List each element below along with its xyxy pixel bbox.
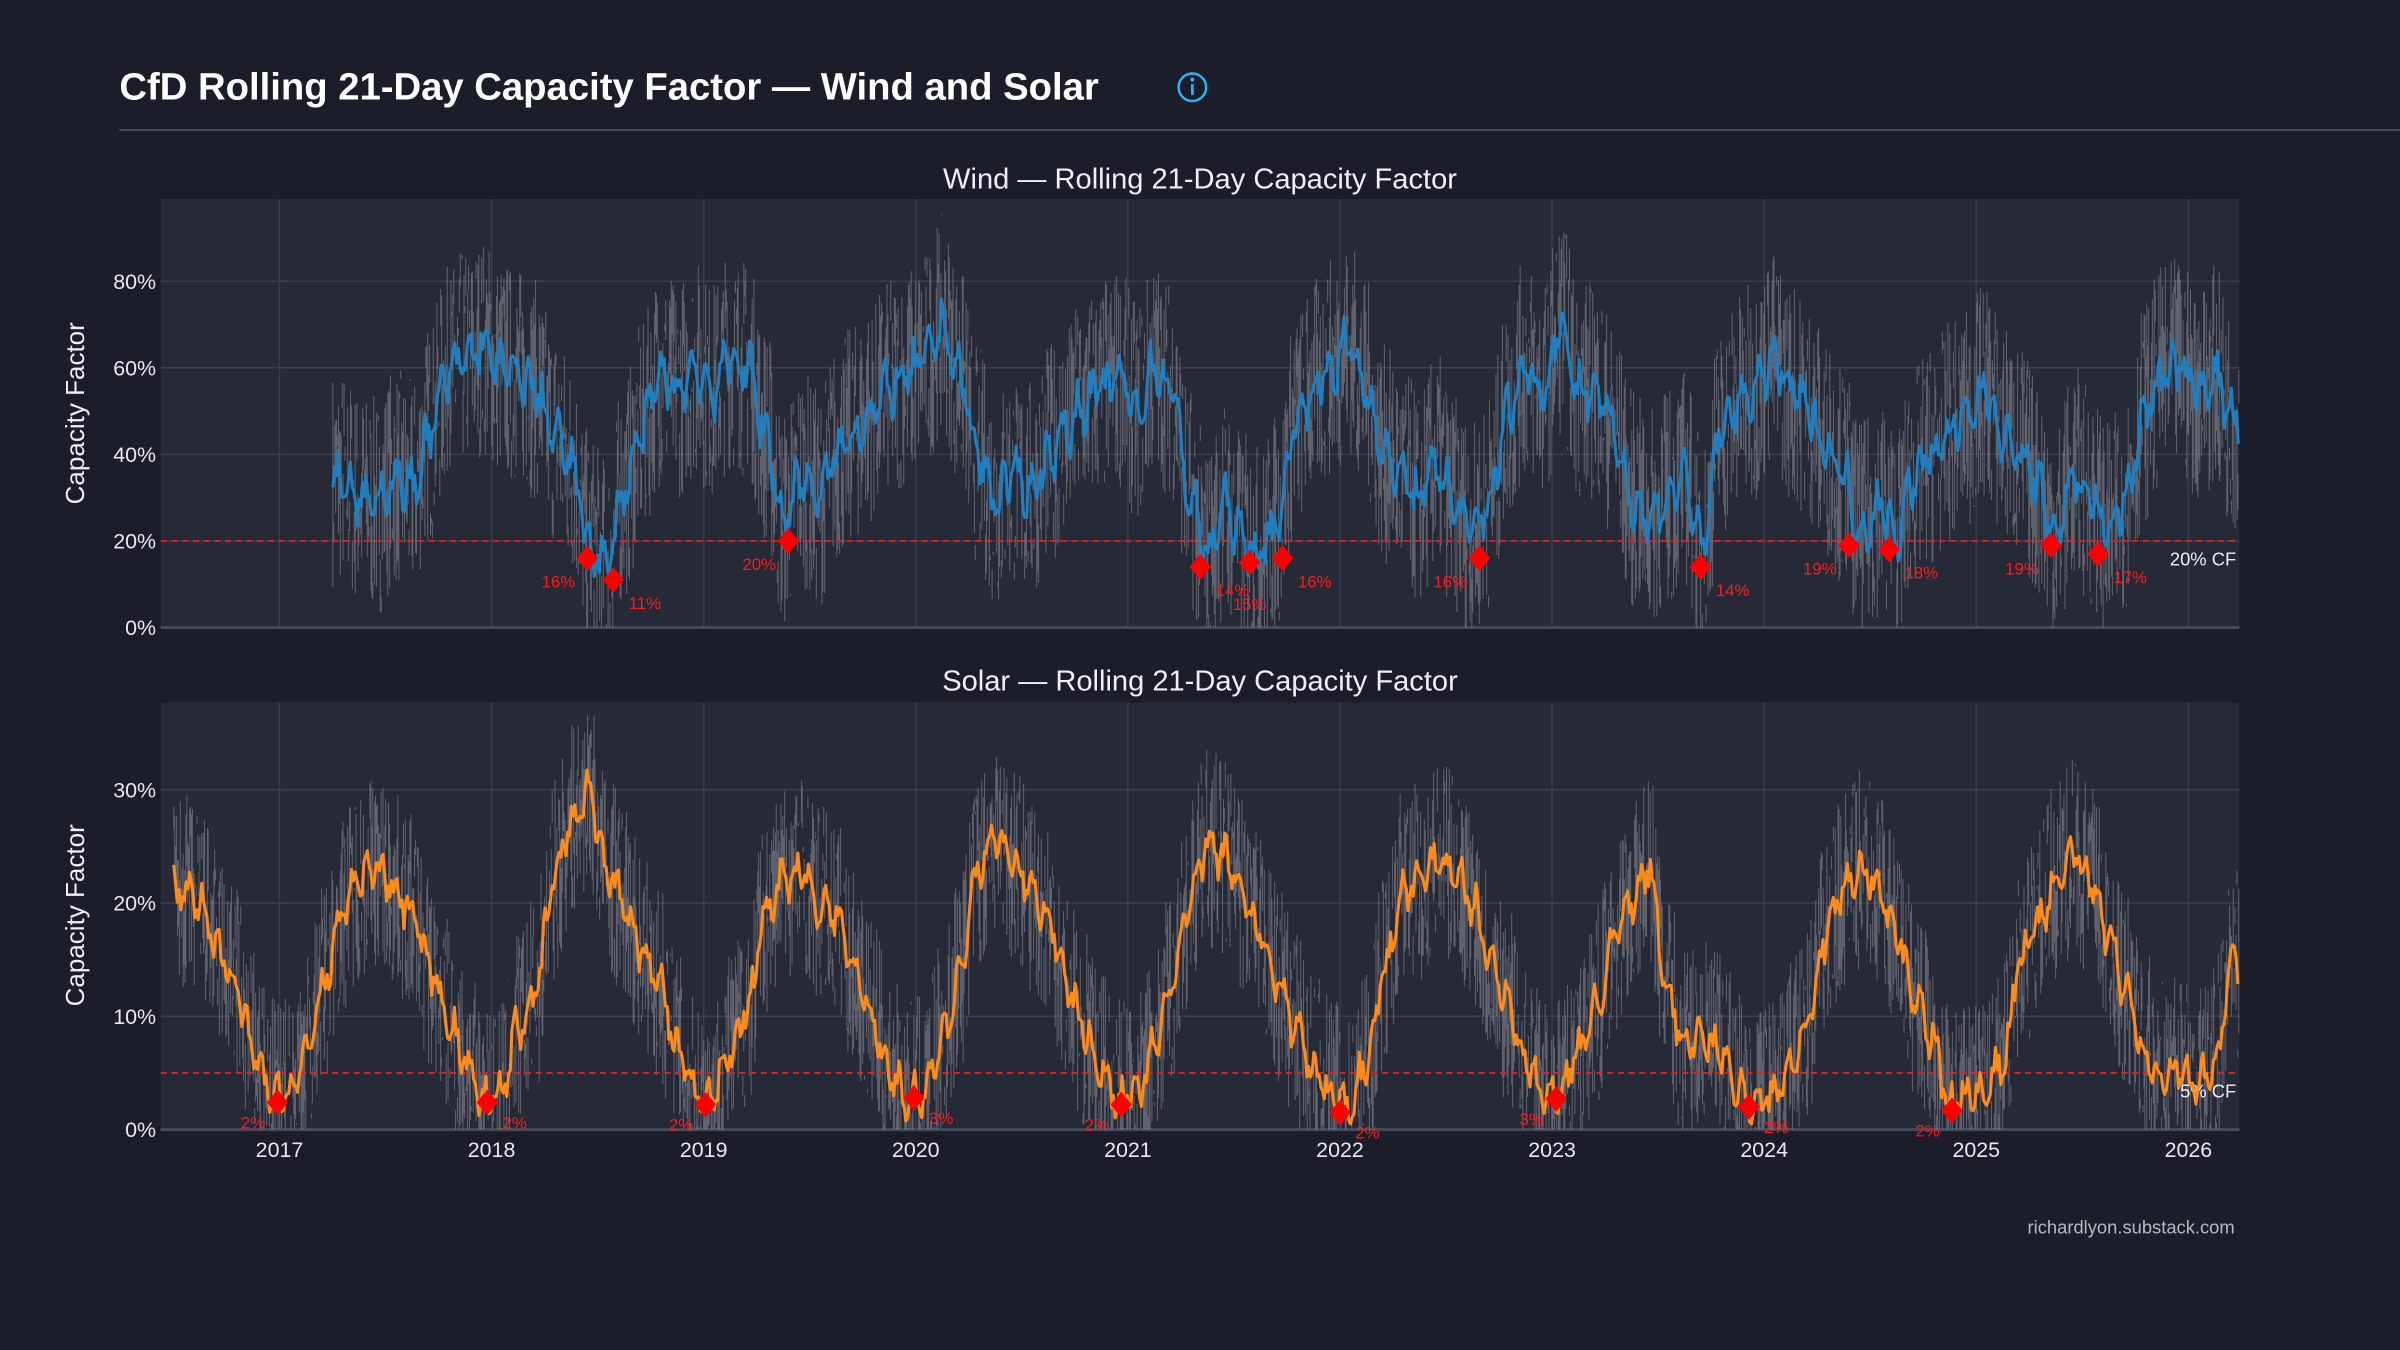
- page-title: CfD Rolling 21-Day Capacity Factor — Win…: [119, 65, 1099, 108]
- info-circle-icon[interactable]: [1177, 72, 1208, 103]
- solar-x-tick-label: 2021: [1104, 1138, 1152, 1162]
- solar-minimum-marker: [903, 1085, 925, 1111]
- wind-y-axis-label: Capacity Factor: [60, 322, 90, 505]
- wind-y-tick-label: 20%: [113, 530, 156, 554]
- solar-x-tick-label: 2017: [256, 1138, 304, 1162]
- wind-minimum-marker: [1189, 554, 1212, 580]
- solar-rolling-line: [172, 768, 2240, 1126]
- solar-x-tick-label: 2025: [1952, 1138, 2000, 1162]
- wind-minimum-label: 19%: [1803, 559, 1837, 578]
- wind-minimum-marker: [1838, 532, 1860, 559]
- solar-y-tick-label: 10%: [113, 1005, 156, 1029]
- wind-minimum-label: 20%: [742, 555, 776, 574]
- solar-minimum-label: 2%: [1355, 1124, 1379, 1143]
- wind-y-tick-label: 80%: [113, 270, 156, 294]
- wind-threshold-label: 20% CF: [2170, 548, 2236, 569]
- solar-minimum-label: 3%: [1520, 1110, 1544, 1129]
- solar-minimum-label: 2%: [241, 1113, 265, 1132]
- wind-y-tick-label: 60%: [113, 356, 156, 380]
- wind-minimum-label: 11%: [629, 594, 661, 613]
- wind-minimum-label: 16%: [542, 572, 576, 591]
- solar-minimum-label: 3%: [929, 1109, 953, 1128]
- solar-y-tick-label: 0%: [125, 1118, 156, 1142]
- solar-x-tick-label: 2023: [1528, 1138, 1576, 1162]
- wind-minimum-marker: [2040, 532, 2062, 559]
- solar-y-tick-label: 20%: [113, 892, 156, 916]
- wind-minimum-marker: [602, 567, 625, 593]
- solar-minimum-marker: [476, 1089, 498, 1116]
- solar-minimum-marker: [266, 1089, 289, 1116]
- wind-minimum-label: 14%: [1216, 581, 1250, 600]
- wind-minimum-marker: [1238, 549, 1261, 576]
- solar-x-tick-label: 2018: [468, 1138, 516, 1162]
- wind-minimum-marker: [576, 545, 599, 572]
- wind-minimum-marker: [2087, 541, 2109, 567]
- wind-minimum-marker: [1689, 554, 1712, 580]
- solar-minimum-label: 2%: [1085, 1116, 1109, 1135]
- wind-minimum-marker: [1878, 536, 1900, 563]
- solar-minimum-label: 2%: [1915, 1121, 1939, 1140]
- wind-minimum-marker: [1468, 545, 1491, 572]
- solar-y-tick-label: 30%: [113, 778, 156, 802]
- solar-minimum-marker: [694, 1091, 717, 1118]
- solar-plot: 0%10%20%30%5% CF2% 2% 2% 3% 2% 2%3% 2% 2%2017 20…: [113, 702, 2240, 1162]
- wind-minimum-marker: [1271, 545, 1294, 572]
- solar-x-tick-label: 2020: [892, 1138, 940, 1162]
- solar-minimum-marker: [1738, 1094, 1760, 1120]
- solar-daily-series: [173, 715, 2240, 1130]
- wind-y-tick-label: 0%: [125, 616, 156, 640]
- solar-minimum-marker: [1941, 1097, 1963, 1124]
- solar-minimum-label: 2%: [1764, 1118, 1788, 1137]
- wind-minimum-label: 16%: [1433, 572, 1467, 591]
- wind-y-tick-label: 40%: [113, 443, 156, 467]
- wind-minimum-label: 17%: [2113, 568, 2147, 587]
- footer-credit: richardlyon.substack.com: [2028, 1217, 2235, 1238]
- wind-minimum-label: 14%: [1716, 581, 1750, 600]
- solar-x-tick-label: 2024: [1740, 1138, 1788, 1162]
- wind-rolling-line: [331, 297, 2240, 578]
- solar-minimum-marker: [1545, 1086, 1567, 1112]
- wind-minimum-label: 16%: [1298, 572, 1332, 591]
- solar-minimum-label: 2%: [669, 1116, 693, 1135]
- solar-x-tick-label: 2019: [680, 1138, 728, 1162]
- solar-minimum-marker: [1329, 1099, 1351, 1126]
- solar-minimum-marker: [1110, 1091, 1132, 1118]
- solar-chart-title: Solar — Rolling 21-Day Capacity Factor: [942, 665, 1458, 697]
- solar-x-tick-label: 2022: [1316, 1138, 1364, 1162]
- solar-minimum-label: 2%: [503, 1113, 527, 1132]
- wind-minimum-label: 18%: [1904, 564, 1938, 583]
- wind-minimum-label: 19%: [2005, 559, 2039, 578]
- solar-x-tick-label: 2026: [2165, 1138, 2213, 1162]
- wind-chart-title: Wind — Rolling 21-Day Capacity Factor: [943, 163, 1457, 195]
- wind-minimum-label: 15%: [1233, 595, 1267, 614]
- solar-y-axis-label: Capacity Factor: [60, 824, 90, 1007]
